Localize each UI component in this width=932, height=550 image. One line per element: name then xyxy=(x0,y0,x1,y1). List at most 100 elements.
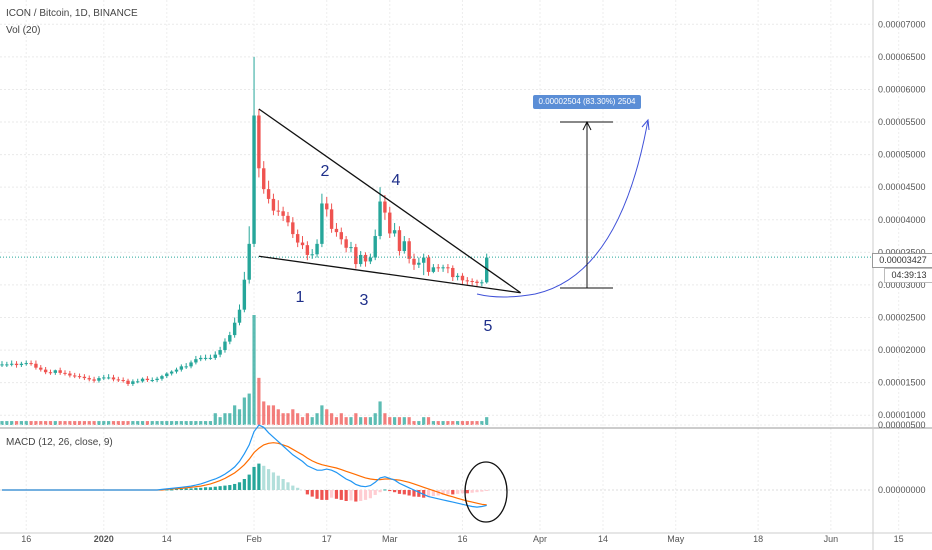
volume-bar xyxy=(460,421,465,425)
volume-bar xyxy=(354,413,358,425)
candle-body xyxy=(19,363,24,366)
macd-histogram-bar xyxy=(334,490,339,499)
candle-body xyxy=(73,375,77,377)
candle-body xyxy=(480,282,484,284)
volume-bar xyxy=(53,421,57,425)
volume-bar xyxy=(426,417,431,425)
candle-body xyxy=(208,357,213,359)
volume-bar xyxy=(242,397,246,425)
time-tick-label: 2020 xyxy=(94,534,114,544)
macd-histogram-bar xyxy=(431,490,435,497)
volume-bar xyxy=(116,421,120,425)
macd-histogram-bar xyxy=(194,487,198,490)
candle-body xyxy=(257,115,261,169)
time-tick-label: 16 xyxy=(21,534,31,544)
candle-body xyxy=(320,203,324,244)
macd-histogram-bar xyxy=(276,475,280,490)
volume-bar xyxy=(286,413,290,425)
candle-body xyxy=(349,247,353,249)
candle-body xyxy=(43,369,48,373)
macd-histogram-bar xyxy=(203,487,208,490)
volume-bar xyxy=(320,405,324,425)
volume-bar xyxy=(383,413,387,425)
volume-bar xyxy=(465,421,469,425)
macd-histogram-bar xyxy=(349,490,353,501)
candle-body xyxy=(189,362,193,367)
macd-histogram-bar xyxy=(315,490,319,499)
macd-histogram-bar xyxy=(325,490,329,500)
candle-body xyxy=(39,367,43,370)
candle-body xyxy=(295,234,300,243)
candle-body xyxy=(223,341,227,351)
candle-body xyxy=(436,267,440,269)
countdown-tag: 04:39:13 xyxy=(884,268,932,283)
macd-histogram-bar xyxy=(359,490,363,501)
wave-label: 5 xyxy=(484,318,493,335)
volume-bar xyxy=(218,417,222,425)
candle-body xyxy=(174,369,179,372)
candle-body xyxy=(388,212,392,234)
volume-bar xyxy=(266,405,271,425)
wedge-lower-line xyxy=(258,255,521,294)
volume-bar xyxy=(39,421,43,425)
volume-bar xyxy=(475,421,479,425)
candle-body xyxy=(310,254,314,256)
volume-bar xyxy=(378,401,382,425)
candle-body xyxy=(169,371,174,374)
volume-bar xyxy=(170,421,174,425)
candle-body xyxy=(266,189,271,199)
time-tick-label: Jun xyxy=(824,534,839,544)
volume-bar xyxy=(174,421,179,425)
measure-label-text: 0.00002504 (83.30%) 2504 xyxy=(538,97,636,106)
volume-bar xyxy=(179,421,183,425)
time-tick-label: 16 xyxy=(457,534,467,544)
measure-label: 0.00002504 (83.30%) 2504 xyxy=(533,95,641,109)
volume-bar xyxy=(223,413,227,425)
candle-body xyxy=(315,243,319,255)
macd-histogram-bar xyxy=(402,490,406,495)
volume-bar xyxy=(10,421,14,425)
volume-bar xyxy=(417,421,421,425)
volume-bar xyxy=(310,417,314,425)
candle-body xyxy=(431,267,436,272)
macd-histogram-bar xyxy=(213,486,217,490)
volume-bar xyxy=(160,421,164,425)
candle-body xyxy=(77,376,82,378)
volume-bar xyxy=(334,417,339,425)
volume-bar xyxy=(213,413,217,425)
volume-bar xyxy=(63,421,67,425)
volume-bar xyxy=(252,315,256,425)
price-tick-label: 0.00005000 xyxy=(878,150,926,160)
macd-histogram-bar xyxy=(368,490,372,499)
volume-bar xyxy=(68,421,72,425)
candle-body xyxy=(354,247,358,265)
volume-bar xyxy=(257,377,261,425)
candle-body xyxy=(155,378,159,381)
volume-bar xyxy=(121,421,125,425)
macd-circle-annotation xyxy=(464,461,508,523)
price-tick-label: 0.00006000 xyxy=(878,84,926,94)
candle-body xyxy=(417,262,421,265)
candle-body xyxy=(291,222,295,235)
candle-body xyxy=(218,350,222,355)
macd-histogram-bar xyxy=(354,490,358,502)
volume-bar xyxy=(359,417,363,425)
candle-body xyxy=(82,376,87,379)
macd-histogram-bar xyxy=(388,490,392,492)
candle-body xyxy=(460,275,465,281)
volume-bar xyxy=(228,413,232,425)
volume-bar xyxy=(184,421,188,425)
candle-body xyxy=(87,378,91,380)
volume-bar xyxy=(194,421,198,425)
volume-bar xyxy=(5,421,9,425)
candle-body xyxy=(150,380,154,382)
price-tick-label: 0.00006500 xyxy=(878,52,926,62)
price-tick-label: 0.00005500 xyxy=(878,117,926,127)
time-tick-label: Feb xyxy=(246,534,262,544)
volume-bar xyxy=(388,417,392,425)
projection-curve xyxy=(476,119,649,298)
volume-bar xyxy=(402,417,406,425)
volume-bar xyxy=(140,421,145,425)
volume-label: Vol (20) xyxy=(6,25,41,36)
